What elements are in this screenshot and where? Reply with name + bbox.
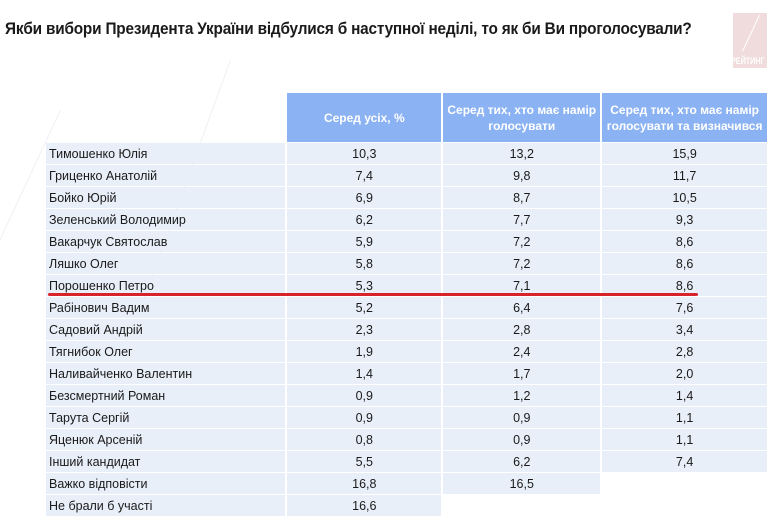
value-decided: 1,4 xyxy=(602,385,767,406)
value-voters: 9,8 xyxy=(443,165,601,186)
value-decided: 7,6 xyxy=(602,297,767,318)
value-all: 1,9 xyxy=(287,341,442,362)
candidate-name: Тарута Сергій xyxy=(46,407,286,428)
value-voters: 1,2 xyxy=(443,385,601,406)
table-row: Важко відповісти 16,8 16,5 xyxy=(46,473,767,494)
candidate-name: Ляшко Олег xyxy=(46,253,286,274)
empty-cell xyxy=(602,495,767,516)
value-voters: 7,1 xyxy=(443,275,601,296)
table-row: Не брали б участі 16,6 xyxy=(46,495,767,516)
value-decided: 1,1 xyxy=(602,429,767,450)
header-empty xyxy=(46,93,285,142)
table-row: Тягнибок Олег 1,9 2,4 2,8 xyxy=(46,341,767,362)
highlight-underline xyxy=(48,293,698,296)
candidate-name: Гриценко Анатолій xyxy=(46,165,286,186)
column-header: Серед тих, хто має намір голосувати та в… xyxy=(602,93,767,142)
table-row: Безсмертний Роман 0,9 1,2 1,4 xyxy=(46,385,767,406)
value-decided: 1,1 xyxy=(602,407,767,428)
table-row: Яценюк Арсеній 0,8 0,9 1,1 xyxy=(46,429,767,450)
empty-cell xyxy=(443,495,600,516)
table-row: Тарута Сергій 0,9 0,9 1,1 xyxy=(46,407,767,428)
value-all: 7,4 xyxy=(287,165,442,186)
empty-cell xyxy=(602,473,767,494)
value-all: 0,8 xyxy=(287,429,442,450)
value-decided: 15,9 xyxy=(602,143,767,164)
value-voters: 2,4 xyxy=(443,341,601,362)
column-header: Серед тих, хто має намір голосувати xyxy=(443,93,601,142)
candidate-name: Важко відповісти xyxy=(46,473,286,494)
candidate-name: Інший кандидат xyxy=(46,451,286,472)
candidate-name: Зеленський Володимир xyxy=(46,209,286,230)
candidate-name: Порошенко Петро xyxy=(46,275,286,296)
value-decided: 2,8 xyxy=(602,341,767,362)
value-all: 1,4 xyxy=(287,363,442,384)
value-voters: 0,9 xyxy=(443,407,601,428)
table-row: Наливайченко Валентин 1,4 1,7 2,0 xyxy=(46,363,767,384)
value-decided: 8,6 xyxy=(602,231,767,252)
value-voters: 13,2 xyxy=(443,143,601,164)
value-all: 6,2 xyxy=(287,209,442,230)
value-decided: 9,3 xyxy=(602,209,767,230)
results-table: Серед усіх, % Серед тих, хто має намір го… xyxy=(44,92,769,517)
value-all: 16,6 xyxy=(287,495,442,516)
rating-logo: РЕЙТИНГ xyxy=(733,13,767,68)
value-decided: 3,4 xyxy=(602,319,767,340)
value-voters: 7,2 xyxy=(443,253,601,274)
value-decided: 10,5 xyxy=(602,187,767,208)
value-voters: 6,2 xyxy=(443,451,601,472)
candidate-name: Бойко Юрій xyxy=(46,187,286,208)
value-voters: 8,7 xyxy=(443,187,601,208)
value-voters: 7,2 xyxy=(443,231,601,252)
value-decided: 11,7 xyxy=(602,165,767,186)
candidate-name: Тимошенко Юлія xyxy=(46,143,286,164)
value-voters: 0,9 xyxy=(443,429,601,450)
table-row: Садовий Андрій 2,3 2,8 3,4 xyxy=(46,319,767,340)
table-row: Зеленський Володимир 6,2 7,7 9,3 xyxy=(46,209,767,230)
value-all: 10,3 xyxy=(287,143,442,164)
candidate-name: Не брали б участі xyxy=(46,495,286,516)
candidate-name: Тягнибок Олег xyxy=(46,341,286,362)
value-voters: 7,7 xyxy=(443,209,601,230)
value-voters: 16,5 xyxy=(443,473,601,494)
value-all: 5,5 xyxy=(287,451,442,472)
table-row: Ляшко Олег 5,8 7,2 8,6 xyxy=(46,253,767,274)
page-title: Якби вибори Президента України відбулися… xyxy=(5,20,692,38)
value-all: 0,9 xyxy=(287,385,442,406)
value-decided: 2,0 xyxy=(602,363,767,384)
value-decided: 8,6 xyxy=(602,253,767,274)
candidate-name: Безсмертний Роман xyxy=(46,385,286,406)
table-row: Вакарчук Святослав 5,9 7,2 8,6 xyxy=(46,231,767,252)
value-all: 5,2 xyxy=(287,297,442,318)
value-all: 0,9 xyxy=(287,407,442,428)
table-row: Бойко Юрій 6,9 8,7 10,5 xyxy=(46,187,767,208)
value-all: 5,3 xyxy=(287,275,442,296)
value-voters: 6,4 xyxy=(443,297,601,318)
value-all: 5,8 xyxy=(287,253,442,274)
candidate-name: Садовий Андрій xyxy=(46,319,286,340)
table-row: Інший кандидат 5,5 6,2 7,4 xyxy=(46,451,767,472)
value-all: 5,9 xyxy=(287,231,442,252)
table-row: Тимошенко Юлія 10,3 13,2 15,9 xyxy=(46,143,767,164)
candidate-name: Вакарчук Святослав xyxy=(46,231,286,252)
value-decided: 8,6 xyxy=(602,275,767,296)
column-header: Серед усіх, % xyxy=(287,93,442,142)
value-all: 2,3 xyxy=(287,319,442,340)
value-all: 16,8 xyxy=(287,473,442,494)
value-voters: 2,8 xyxy=(443,319,601,340)
candidate-name: Яценюк Арсеній xyxy=(46,429,286,450)
table-row: Гриценко Анатолій 7,4 9,8 11,7 xyxy=(46,165,767,186)
candidate-name: Рабінович Вадим xyxy=(46,297,286,318)
value-voters: 1,7 xyxy=(443,363,601,384)
value-decided: 7,4 xyxy=(602,451,767,472)
table-row: Порошенко Петро 5,3 7,1 8,6 xyxy=(46,275,767,296)
value-all: 6,9 xyxy=(287,187,442,208)
candidate-name: Наливайченко Валентин xyxy=(46,363,286,384)
table-row: Рабінович Вадим 5,2 6,4 7,6 xyxy=(46,297,767,318)
